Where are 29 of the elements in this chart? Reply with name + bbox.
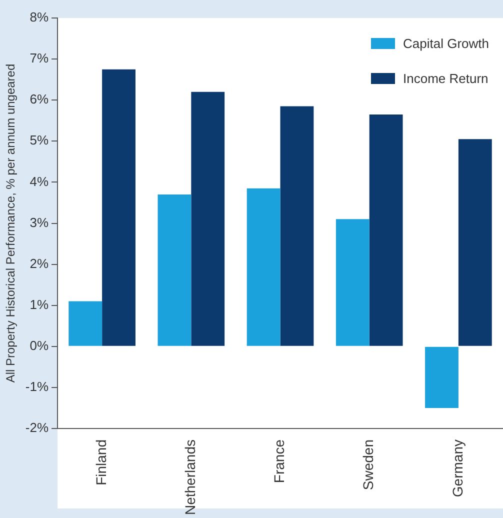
y-tick-label: 2% — [30, 256, 49, 271]
bar — [102, 69, 136, 346]
legend-label: Capital Growth — [403, 36, 489, 51]
bar — [246, 188, 280, 346]
y-tick-label: 4% — [30, 174, 49, 189]
y-tick-label: -1% — [25, 379, 49, 394]
x-tick-label: France — [271, 439, 288, 484]
y-tick-label: -2% — [25, 420, 49, 436]
bar — [425, 346, 458, 408]
y-tick-label: 0% — [30, 338, 49, 353]
y-tick-label: 3% — [30, 214, 49, 230]
bar — [336, 219, 370, 346]
y-tick-label: 7% — [30, 50, 49, 66]
y-tick-label: 8% — [30, 10, 49, 25]
x-tick-label: Sweden — [360, 440, 376, 490]
y-tick-label: 1% — [30, 296, 49, 312]
bar — [68, 301, 102, 346]
legend-label: Income Return — [403, 71, 488, 86]
bar — [369, 114, 403, 346]
x-tick-label: Germany — [449, 440, 466, 498]
y-axis-title: All Property Historical Performance, % per annum ungeared — [4, 64, 18, 383]
x-tick-label: Netherlands — [182, 440, 198, 516]
bar — [191, 92, 225, 346]
bar — [458, 139, 492, 346]
y-tick-label: 6% — [30, 92, 49, 107]
bar — [158, 194, 192, 346]
x-tick-label: Finland — [92, 440, 109, 486]
bar — [280, 106, 314, 346]
y-tick-label: 5% — [30, 132, 49, 148]
